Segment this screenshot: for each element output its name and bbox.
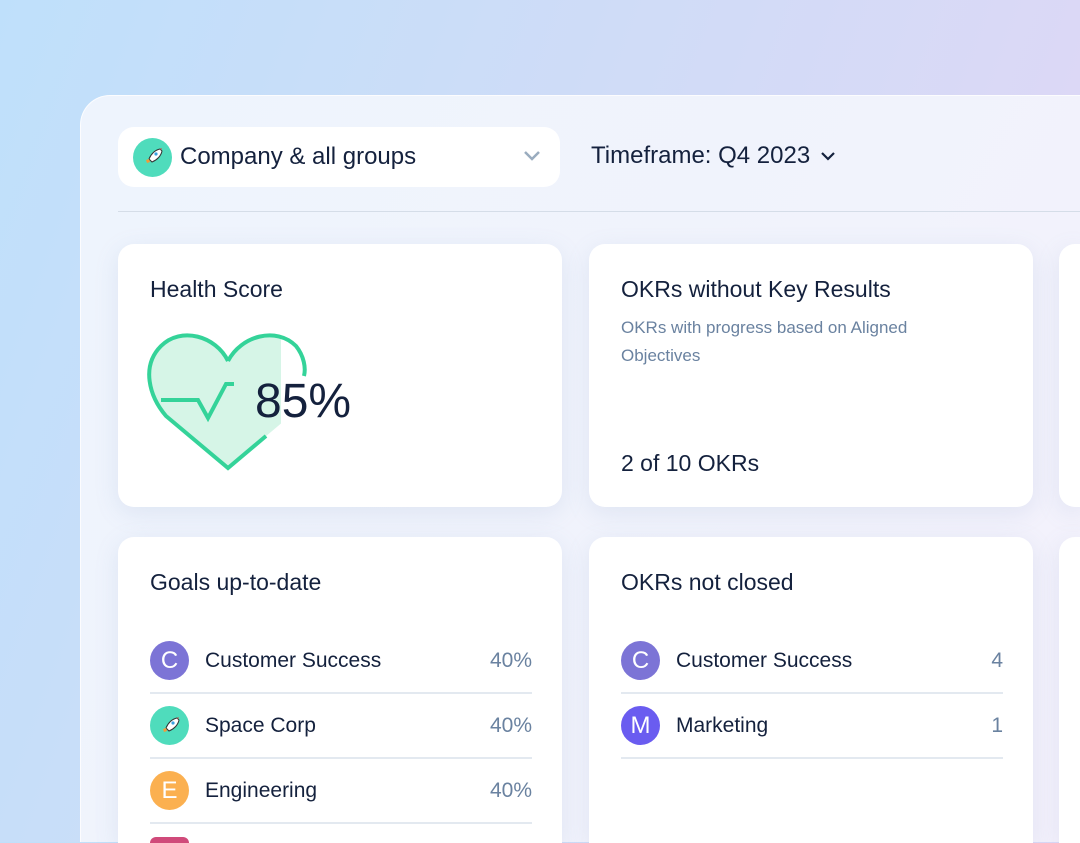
card-subtitle: OKRs with progress based on Aligned Obje… — [621, 318, 908, 365]
group-selector-label: Company & all groups — [180, 143, 417, 170]
health-score-value: 85% — [255, 375, 352, 428]
okrs-not-closed-list: C Customer Success 4 M Marketing 1 — [621, 629, 1003, 759]
list-item[interactable]: C Customer Success 4 — [621, 629, 1003, 694]
health-score-card[interactable]: Health Score 85% — [118, 244, 562, 507]
dashboard-window: Company & all groups Timeframe: Q4 2023 … — [80, 95, 1080, 843]
list-item[interactable]: M Marketing 1 — [621, 694, 1003, 759]
divider — [118, 211, 1080, 212]
avatar: E — [150, 771, 189, 810]
avatar — [150, 837, 189, 843]
rocket-icon — [133, 137, 172, 177]
goals-up-to-date-card[interactable]: Goals up-to-date C Customer Success 40% … — [118, 537, 562, 843]
list-item[interactable]: E Engineering 40% — [150, 759, 532, 824]
list-item[interactable]: C Customer Success 40% — [150, 629, 532, 694]
item-name: Space Corp — [205, 713, 316, 737]
group-selector[interactable]: Company & all groups — [118, 127, 560, 187]
item-name: Customer Success — [205, 648, 382, 672]
avatar: M — [621, 706, 660, 745]
okrs-without-kr-card[interactable]: OKRs without Key Results OKRs with progr… — [589, 244, 1033, 507]
card-title: OKRs without Key Results — [621, 276, 891, 302]
item-value: 40% — [489, 778, 532, 802]
item-name: Customer Success — [676, 648, 853, 672]
timeframe-selector[interactable]: Timeframe: Q4 2023 — [591, 142, 836, 170]
item-value: 40% — [489, 713, 532, 737]
card-title: Goals up-to-date — [150, 569, 322, 595]
card-partial — [1059, 244, 1080, 507]
rocket-icon — [150, 706, 189, 745]
timeframe-label: Timeframe: Q4 2023 — [591, 142, 811, 169]
list-item[interactable]: Space Corp 40% — [150, 694, 532, 759]
goals-list: C Customer Success 40% Space Corp 40% E … — [150, 629, 532, 843]
item-value: 4 — [991, 648, 1003, 672]
card-title: OKRs not closed — [621, 569, 794, 595]
item-name: Marketing — [676, 713, 769, 737]
chevron-down-icon — [821, 152, 835, 161]
okr-count: 2 of 10 OKRs — [621, 450, 760, 476]
list-item[interactable] — [150, 824, 532, 843]
item-name: Engineering — [205, 778, 318, 802]
item-value: 40% — [489, 648, 532, 672]
avatar: C — [621, 641, 660, 680]
card-partial — [1059, 537, 1080, 843]
card-title: Health Score — [150, 276, 283, 302]
okrs-not-closed-card[interactable]: OKRs not closed C Customer Success 4 M M… — [589, 537, 1033, 843]
chevron-down-icon — [524, 151, 540, 161]
avatar: C — [150, 641, 189, 680]
heart-icon — [147, 333, 307, 471]
item-value: 1 — [991, 713, 1003, 737]
